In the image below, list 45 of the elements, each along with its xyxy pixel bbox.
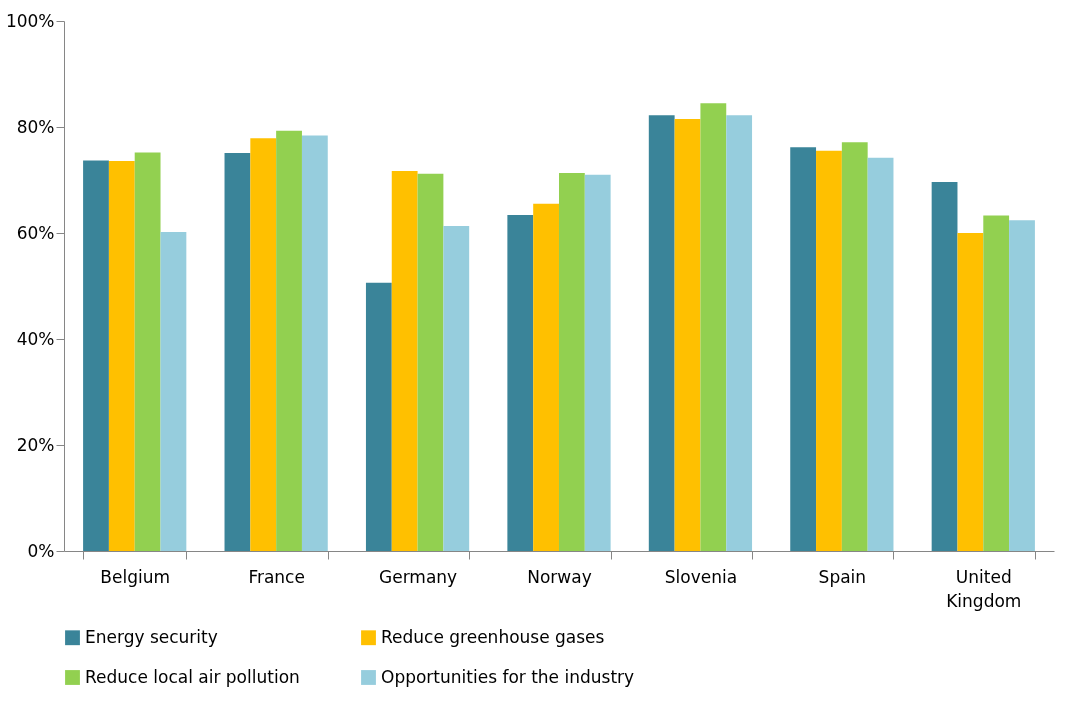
bar [648, 115, 675, 551]
legend-label: Energy security [85, 626, 218, 647]
x-tick-label: Spain [818, 566, 867, 587]
x-tick-label: France [248, 566, 305, 587]
bar [816, 150, 842, 551]
bar [301, 135, 328, 551]
bar [867, 157, 894, 551]
bar [790, 147, 817, 551]
bar [559, 173, 585, 551]
y-tick-label: 60% [16, 222, 55, 243]
bar [160, 231, 187, 551]
y-tick-label: 20% [16, 434, 55, 455]
legend-label: Reduce local air pollution [85, 666, 300, 687]
x-tick-label: Norway [527, 566, 592, 587]
bar [533, 203, 559, 551]
legend-label: Reduce greenhouse gases [381, 626, 605, 647]
bar [417, 173, 444, 551]
bar [957, 233, 984, 551]
bar [507, 214, 534, 551]
bar [365, 282, 392, 551]
y-tick-label: 0% [27, 540, 55, 561]
y-tick-label: 40% [16, 328, 55, 349]
legend-label: Opportunities for the industry [381, 666, 635, 687]
bar [391, 170, 418, 551]
bar [841, 142, 868, 551]
x-tick-label: Germany [379, 566, 458, 587]
bar [83, 160, 109, 551]
bar [726, 115, 753, 551]
bar [224, 152, 251, 551]
bar [250, 138, 277, 551]
x-tick-label: Slovenia [664, 566, 738, 587]
bar [584, 174, 611, 551]
bar [700, 103, 727, 551]
bar [983, 215, 1010, 551]
y-tick-label: 80% [16, 116, 55, 137]
bar [674, 119, 701, 551]
y-tick-label: 100% [5, 10, 55, 31]
bar [276, 130, 302, 551]
x-tick-label: Belgium [100, 566, 171, 587]
bar [443, 226, 470, 551]
bar [1009, 220, 1035, 551]
bar [931, 182, 958, 551]
bar [108, 160, 135, 551]
bar [134, 152, 161, 551]
x-tick-label: United Kingdom [946, 566, 1022, 611]
